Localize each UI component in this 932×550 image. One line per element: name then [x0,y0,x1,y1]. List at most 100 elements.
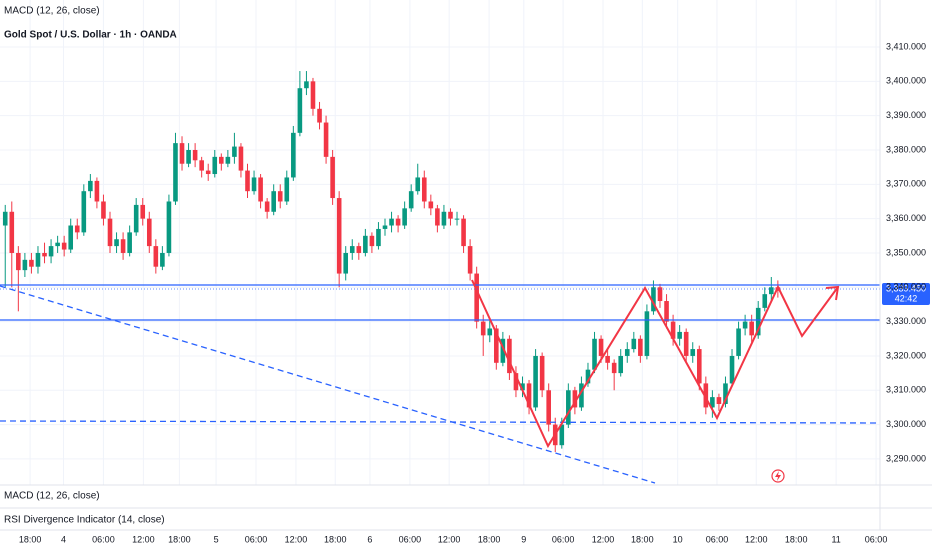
x-tick-label: 06:00 [399,534,422,544]
candle-body [186,149,191,164]
candle-body [762,294,768,308]
indicator-label: MACD (12, 26, close) [4,491,100,502]
candle-body [179,143,185,164]
candle-body [487,328,493,336]
price-badge-countdown: 42:42 [895,293,918,303]
indicator-label: RSI Divergence Indicator (14, close) [4,515,165,526]
candle-body [546,390,551,425]
candle-body [467,246,473,274]
candle-body [677,331,682,339]
candle-body [258,177,263,202]
candle-body [683,331,689,356]
candle-body [435,208,440,226]
x-tick-label: 18:00 [19,534,42,544]
candle-body [710,397,715,408]
price-badge [882,283,930,305]
y-tick-label: 3,400.000 [886,76,926,86]
y-tick-label: 3,320.000 [886,350,926,360]
candle-body [513,373,519,391]
candle-body [212,156,218,175]
candle-body [199,160,204,171]
candle-body [690,349,696,356]
candle-body [343,252,349,274]
candle-body [88,180,93,192]
candle-body [572,390,578,408]
candle-body [408,191,414,209]
candle-body [153,246,159,267]
candle-body [277,191,283,202]
candle-body [382,225,388,229]
candle-body [330,156,335,199]
candle-body [81,191,87,233]
candle-body [16,252,21,271]
candle-body [723,383,728,404]
candle-body [323,122,329,157]
candle-body [297,88,303,133]
candle-body [192,149,198,161]
candle-body [22,259,28,271]
y-tick-label: 3,300.000 [886,419,926,429]
candle-body [428,201,434,209]
candle-body [651,287,656,312]
candle-body [2,211,8,226]
candle-body [245,170,250,192]
candle-body [716,397,722,404]
candle-body [271,191,276,212]
candle-body [624,349,630,356]
candle-body [657,287,663,302]
candle-body [173,143,178,202]
y-tick-label: 3,310.000 [886,385,926,395]
candle-body [219,156,224,164]
candle-body [389,218,394,226]
candle-body [605,355,610,363]
x-tick-label: 12:00 [285,534,308,544]
candle-body [120,239,126,253]
x-tick-label: 06:00 [92,534,115,544]
candle-body [703,383,709,408]
x-tick-label: 10 [673,534,683,544]
y-tick-label: 3,340.000 [886,282,926,292]
candle-body [140,204,146,219]
dashed-level [0,420,881,424]
x-tick-label: 11 [831,534,840,544]
x-tick-label: 18:00 [478,534,501,544]
candle-body [349,246,355,253]
candle-body [369,235,375,247]
candle-body [494,328,499,363]
x-tick-label: 12:00 [132,534,155,544]
candle-body [638,338,643,356]
candle-body [729,355,735,384]
candle-body [611,362,617,374]
x-tick-label: 12:00 [592,534,615,544]
x-tick-label: 18:00 [324,534,347,544]
y-tick-label: 3,410.000 [886,41,926,51]
candle-body [670,321,676,339]
x-tick-label: 06:00 [865,534,888,544]
candle-body [454,218,460,220]
candle-body [9,211,15,253]
x-tick-label: 18:00 [168,534,191,544]
candle-body [769,287,774,295]
x-tick-label: 6 [367,534,372,544]
candle-body [356,246,362,253]
candle-body [101,201,106,219]
candle-body [127,232,132,253]
y-tick-label: 3,290.000 [886,453,926,463]
candle-body [29,259,34,267]
indicator-label: MACD (12, 26, close) [4,6,100,17]
candle-body [533,355,538,408]
candle-body [94,180,100,202]
candle-body [133,204,139,233]
candle-body [507,338,512,374]
candle-body [598,338,604,356]
candle-body [317,108,322,123]
candle-body [166,201,172,253]
candle-body [696,349,702,384]
event-icon[interactable] [771,469,785,483]
y-tick-label: 3,360.000 [886,213,926,223]
candle-body [42,252,47,257]
candle-body [395,218,401,226]
candle-body [264,201,270,212]
